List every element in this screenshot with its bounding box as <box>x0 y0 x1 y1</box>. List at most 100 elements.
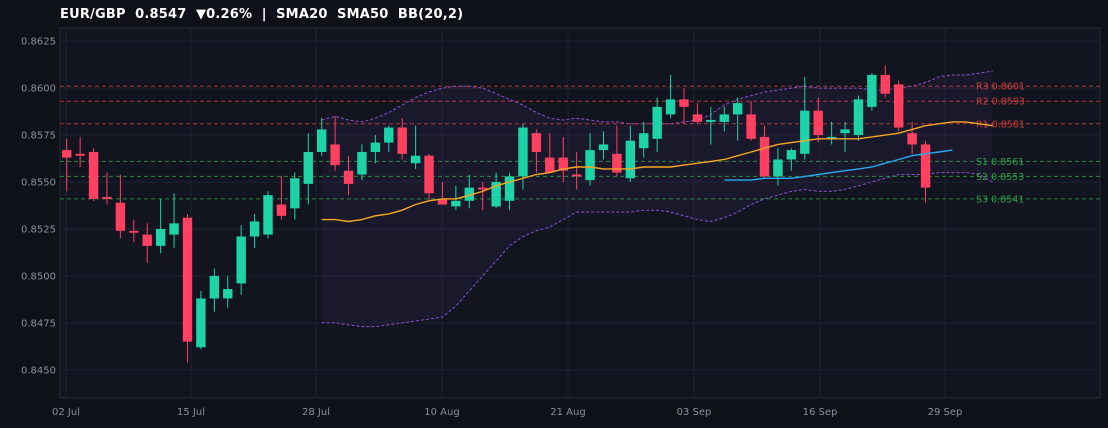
candle-body <box>263 195 273 235</box>
candle-body <box>840 129 850 134</box>
candle <box>384 125 394 152</box>
candle <box>249 213 260 248</box>
candle <box>316 118 327 156</box>
candle-body <box>545 157 555 173</box>
candle-body <box>880 74 890 94</box>
y-tick-label: 0.8600 <box>21 84 56 95</box>
candle <box>545 133 555 173</box>
candle-body <box>491 182 501 207</box>
chart-title: EUR/GBP 0.8547 ▼0.26% | SMA20 SMA50 BB(2… <box>60 7 464 22</box>
candle-body <box>692 114 703 122</box>
candle-body <box>276 204 287 216</box>
level-label: S3 0.8541 <box>976 194 1024 205</box>
candle-body <box>169 223 179 235</box>
y-tick-label: 0.8475 <box>21 318 56 329</box>
candle <box>330 116 340 171</box>
candle <box>276 176 287 220</box>
level-label: R1 0.8581 <box>976 119 1025 130</box>
level-label: R2 0.8593 <box>976 97 1025 108</box>
candle <box>129 219 139 243</box>
candle-body <box>236 236 246 284</box>
candle-body <box>571 174 582 177</box>
candle <box>196 290 206 350</box>
y-tick-label: 0.8525 <box>21 224 56 235</box>
candle-body <box>531 133 542 152</box>
candle <box>920 140 931 203</box>
candle-body <box>706 120 716 122</box>
candle <box>357 144 367 181</box>
candle-body <box>88 151 99 199</box>
x-tick-label: 15 Jul <box>177 407 205 418</box>
candle <box>75 136 85 167</box>
candle-body <box>223 289 233 299</box>
candle <box>464 174 474 209</box>
candle <box>598 131 609 160</box>
candle-body <box>397 127 407 154</box>
candle <box>800 76 810 160</box>
candle-body <box>155 228 166 246</box>
candle <box>840 121 850 152</box>
candle <box>223 275 233 308</box>
candle-body <box>303 151 313 184</box>
candle <box>665 74 676 119</box>
candle-body <box>518 127 528 177</box>
candle <box>209 268 220 312</box>
bollinger-lower-line <box>321 172 993 328</box>
candle-body <box>719 114 729 122</box>
candle <box>263 191 273 239</box>
candle <box>410 125 421 169</box>
level-label: R3 0.8601 <box>976 82 1025 93</box>
candle <box>692 103 703 124</box>
candle-body <box>478 187 488 190</box>
candle-body <box>625 140 636 179</box>
candle <box>786 148 797 171</box>
candle <box>370 135 381 164</box>
candle <box>880 65 890 98</box>
candle-body <box>451 200 461 207</box>
candle <box>155 198 166 254</box>
candle <box>303 133 313 205</box>
candle-body <box>746 114 756 139</box>
candle <box>732 97 743 141</box>
level-label: S1 0.8561 <box>976 157 1024 168</box>
candle-body <box>665 99 676 115</box>
sma50-line <box>724 149 953 181</box>
candle <box>290 172 300 220</box>
candle-body <box>679 99 689 107</box>
candle <box>451 185 461 211</box>
candle-body <box>75 153 85 156</box>
y-tick-label: 0.8450 <box>21 365 56 376</box>
candle <box>746 101 756 141</box>
sma20-line <box>321 121 993 223</box>
candle-body <box>585 150 595 181</box>
candle <box>639 121 649 158</box>
candle-body <box>384 127 394 143</box>
candle-body <box>612 153 622 173</box>
candle <box>571 151 582 190</box>
candle-body <box>437 198 448 205</box>
candle <box>853 95 864 141</box>
candle <box>652 97 662 152</box>
candle <box>531 129 542 173</box>
candle <box>867 73 877 111</box>
candle-body <box>558 157 568 171</box>
candle-body <box>410 155 421 164</box>
x-tick-label: 21 Aug <box>550 407 585 418</box>
candle-body <box>800 110 810 154</box>
candle <box>236 225 246 295</box>
candle <box>478 182 488 211</box>
x-tick-label: 16 Sep <box>803 407 838 418</box>
candle <box>504 172 515 211</box>
candle-body <box>62 150 72 158</box>
y-tick-label: 0.8625 <box>21 37 56 48</box>
candle-body <box>209 275 220 299</box>
candle-body <box>732 103 743 115</box>
candle-body <box>773 159 783 177</box>
candle <box>437 182 448 205</box>
x-tick-label: 29 Sep <box>928 407 963 418</box>
x-tick-label: 10 Aug <box>424 407 459 418</box>
candle <box>826 121 837 145</box>
candle-body <box>504 176 515 201</box>
y-tick-label: 0.8575 <box>21 131 56 142</box>
